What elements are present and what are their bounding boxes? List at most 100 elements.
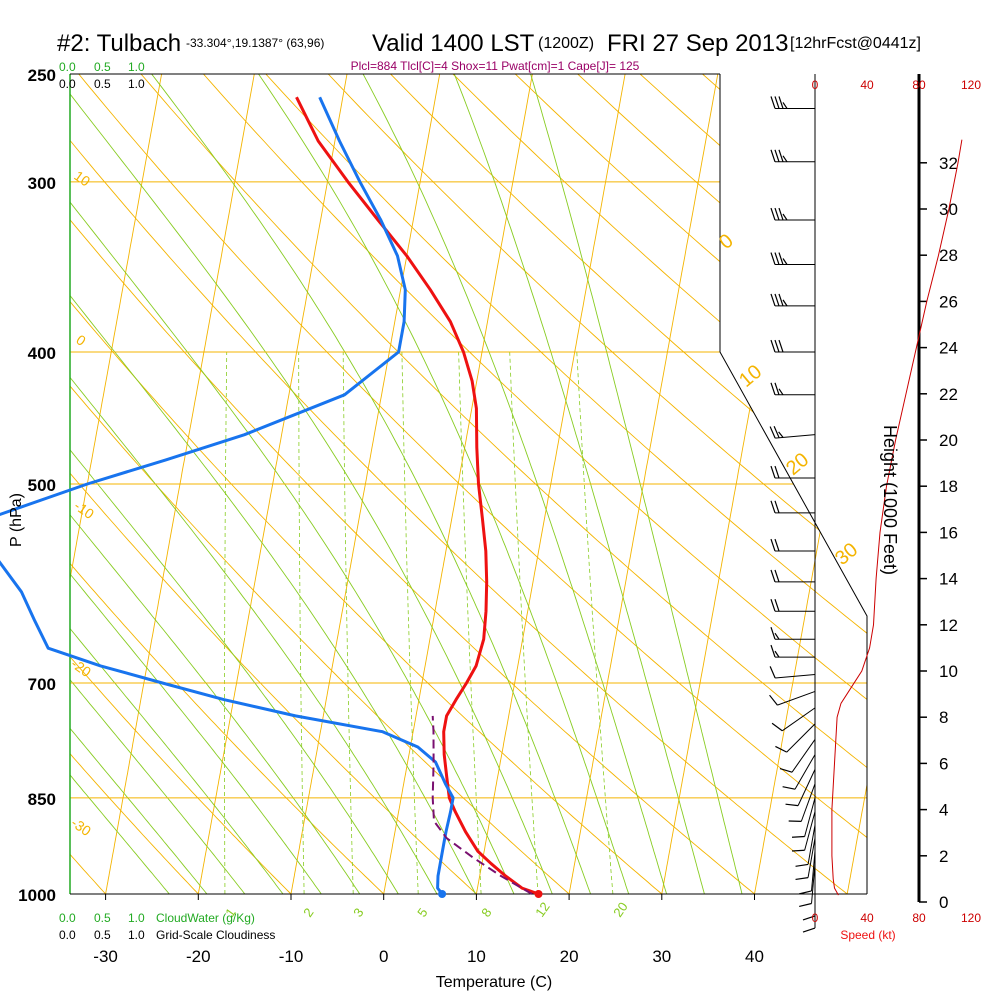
wind-barb-flag — [775, 745, 787, 753]
speed-tick-label-bottom: 120 — [961, 911, 981, 925]
height-tick-label: 18 — [939, 477, 958, 496]
wind-barb-flag — [791, 849, 805, 852]
wind-barb-staff — [794, 754, 816, 790]
dry-adiabat-line — [70, 74, 603, 894]
pressure-tick-label: 700 — [28, 675, 56, 694]
wind-barb — [769, 425, 816, 439]
mixing-ratio-line — [509, 351, 539, 894]
height-tick-label: 0 — [939, 893, 948, 912]
wind-barb — [775, 723, 816, 753]
dry-adiabat-label: -10 — [71, 497, 97, 522]
speed-panel: 0246810121416182022242628303200404080801… — [812, 74, 981, 925]
height-tick-label: 22 — [939, 385, 958, 404]
height-tick-label: 12 — [939, 616, 958, 635]
sounding-profiles — [0, 96, 543, 898]
mixing-ratio-label: 12 — [532, 899, 553, 919]
isotherm-line — [192, 74, 352, 894]
dry-adiabat-line — [181, 74, 867, 894]
cloud-scales: 0.0 0.5 1.0 0.0 0.5 1.0 0.0 0.5 1.0 Clou… — [59, 60, 275, 942]
mixing-ratio-line — [224, 351, 228, 894]
valid-time: Valid 1400 LST — [372, 30, 535, 57]
wind-barb — [788, 783, 816, 822]
wind-barb — [802, 888, 816, 933]
wind-barb-flag — [770, 252, 776, 265]
cloudwater-scale-bottom-0: 0.0 — [59, 911, 76, 925]
forecast-info: [12hrFcst@0441z] — [790, 35, 921, 52]
height-tick-label: 16 — [939, 523, 958, 542]
wind-barb — [779, 739, 816, 773]
mixing-ratio-line — [401, 351, 419, 894]
cloudiness-scale-top-0: 0.0 — [59, 77, 76, 91]
moist-adiabat-line — [70, 74, 528, 894]
mixing-ratio-label: 8 — [478, 905, 494, 920]
wind-barb-flag — [782, 786, 796, 790]
pressure-tick-label: 1000 — [18, 886, 56, 905]
wind-barb-flag — [770, 339, 776, 353]
wind-barb-flag — [791, 835, 805, 838]
wind-barb-flag — [769, 666, 776, 679]
wind-barb — [770, 644, 815, 658]
dry-adiabat-line — [70, 74, 791, 894]
moist-adiabat-line — [70, 74, 416, 894]
isotherm-line — [285, 74, 445, 894]
cloudiness-scale-bottom-2: 1.0 — [128, 928, 145, 942]
cloudwater-scale-top-1: 0.5 — [94, 60, 111, 74]
y-axis-title: P (hPa) — [8, 493, 25, 547]
wind-barb — [770, 627, 815, 640]
cloudwater-scale-top-2: 1.0 — [128, 60, 145, 74]
wind-barb-flag — [774, 569, 780, 583]
wind-barb — [799, 863, 816, 908]
wind-barb-flag — [802, 915, 816, 921]
speed-tick-label-top: 0 — [812, 78, 819, 92]
dry-adiabat-line — [70, 74, 415, 894]
cloudwater-scale-bottom-2: 1.0 — [128, 911, 145, 925]
moist-adiabat-label: 0 — [715, 230, 738, 254]
moist-adiabat-line — [70, 74, 453, 894]
wind-barb — [770, 339, 815, 353]
wind-barb-flag — [802, 927, 816, 933]
wind-barbs — [769, 96, 816, 933]
speed-tick-label-bottom: 40 — [860, 911, 874, 925]
wind-barb-flag — [795, 863, 809, 867]
moist-adiabat-line — [349, 74, 676, 894]
wind-barb-flag — [770, 599, 776, 612]
wind-barb-flag — [770, 382, 776, 395]
wind-barb-flag — [778, 339, 784, 353]
pressure-tick-label: 300 — [28, 174, 56, 193]
moist-adiabat-line — [70, 74, 305, 894]
dry-adiabat-line — [70, 74, 867, 894]
wind-barb-staff — [781, 707, 816, 732]
wind-barb-flag — [799, 890, 812, 895]
wind-barb — [770, 465, 815, 479]
isotherm-line — [841, 74, 867, 894]
wind-barb-flag — [778, 96, 784, 109]
wind-barb-flag — [778, 252, 784, 265]
dry-adiabat-line — [70, 74, 133, 894]
wind-barb-flag — [774, 293, 780, 307]
height-tick-label: 6 — [939, 754, 948, 773]
temperature-tick-label: 10 — [467, 947, 486, 966]
wind-barb-flag — [770, 627, 776, 640]
height-tick-label: 14 — [939, 570, 958, 589]
cloudwater-label: CloudWater (g/Kg) — [156, 911, 255, 925]
cloudiness-scale-bottom-0: 0.0 — [59, 928, 76, 942]
wind-barb — [795, 824, 816, 867]
station-coords: -33.304°,19.1387° (63,96) — [186, 36, 324, 50]
isotherm-line — [70, 74, 167, 894]
dry-adiabat-line — [428, 74, 867, 894]
moist-adiabat-line — [70, 74, 231, 894]
isotherm-line — [378, 74, 538, 894]
wind-barb-flag — [778, 207, 784, 221]
wind-barb-staff — [775, 674, 816, 679]
wind-barb — [769, 666, 816, 679]
height-tick-label: 8 — [939, 708, 948, 727]
dry-adiabat-line — [70, 74, 321, 894]
wind-barb-staff — [791, 739, 816, 773]
wind-barb-flag — [782, 102, 788, 109]
wind-barb-staff — [797, 769, 816, 806]
dry-adiabat-line — [243, 74, 867, 894]
wind-barb — [770, 569, 815, 583]
wind-barb-staff — [804, 811, 816, 851]
speed-tick-label-top: 40 — [860, 78, 874, 92]
wind-barb-flag — [774, 207, 780, 221]
